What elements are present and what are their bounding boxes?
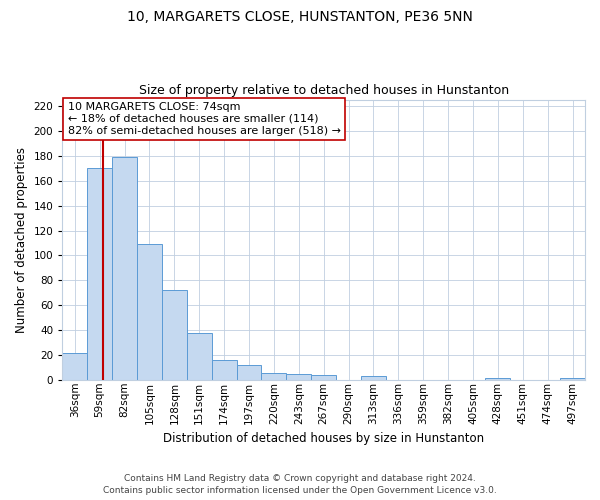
Bar xyxy=(212,360,236,380)
Bar xyxy=(485,378,511,380)
Bar xyxy=(560,378,585,380)
Y-axis label: Number of detached properties: Number of detached properties xyxy=(15,147,28,333)
Bar xyxy=(162,290,187,380)
Title: Size of property relative to detached houses in Hunstanton: Size of property relative to detached ho… xyxy=(139,84,509,97)
Bar xyxy=(361,376,386,380)
Text: 10, MARGARETS CLOSE, HUNSTANTON, PE36 5NN: 10, MARGARETS CLOSE, HUNSTANTON, PE36 5N… xyxy=(127,10,473,24)
Bar xyxy=(187,333,212,380)
Bar xyxy=(286,374,311,380)
Bar xyxy=(137,244,162,380)
Bar xyxy=(87,168,112,380)
Bar xyxy=(311,375,336,380)
Bar xyxy=(112,157,137,380)
Bar xyxy=(62,352,87,380)
Text: 10 MARGARETS CLOSE: 74sqm
← 18% of detached houses are smaller (114)
82% of semi: 10 MARGARETS CLOSE: 74sqm ← 18% of detac… xyxy=(68,102,341,136)
Text: Contains HM Land Registry data © Crown copyright and database right 2024.
Contai: Contains HM Land Registry data © Crown c… xyxy=(103,474,497,495)
X-axis label: Distribution of detached houses by size in Hunstanton: Distribution of detached houses by size … xyxy=(163,432,484,445)
Bar xyxy=(262,372,286,380)
Bar xyxy=(236,365,262,380)
